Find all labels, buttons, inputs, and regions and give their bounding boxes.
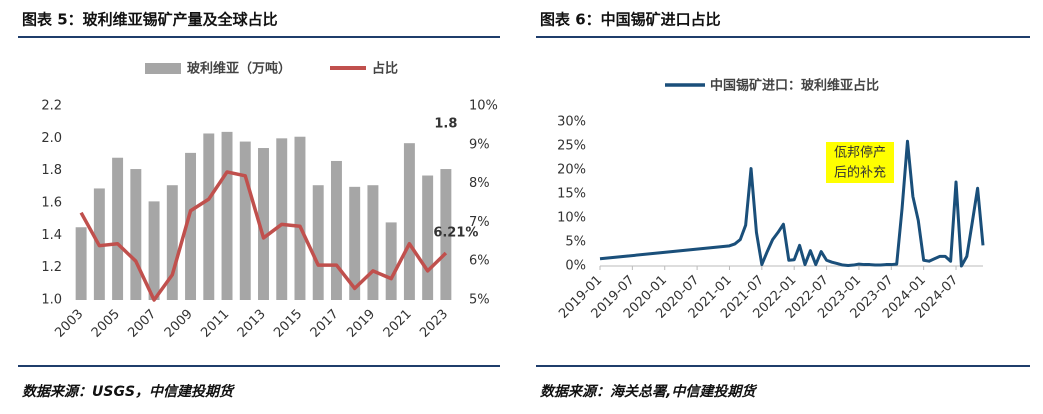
- data-label: 6.21%: [433, 226, 478, 241]
- bar: [403, 143, 415, 300]
- bar: [130, 169, 142, 300]
- y-tick-label: 2.0: [41, 131, 62, 146]
- source: 数据来源：USGS，中信建投期货: [22, 383, 235, 400]
- x-tick-label: 2011: [198, 307, 232, 341]
- x-tick-label: 2003: [52, 307, 86, 341]
- x-tick-label: 2015: [271, 307, 305, 341]
- annotation-box: [826, 142, 894, 183]
- line: [79, 170, 448, 302]
- annotation: 佤邦停产: [834, 145, 886, 161]
- line: [599, 139, 985, 268]
- x-tick-label: 2009: [162, 307, 196, 341]
- bar: [258, 148, 269, 300]
- legend-label: 占比: [372, 61, 398, 77]
- bar: [294, 136, 306, 300]
- bar: [148, 201, 160, 300]
- x-tick-label: 2007: [125, 307, 159, 341]
- y-tick-label: 9%: [469, 137, 490, 152]
- y-tick-label: 1.2: [41, 260, 62, 275]
- y-tick-label: 5%: [565, 235, 586, 250]
- x-tick-label: 2021: [381, 307, 415, 341]
- bar: [422, 175, 434, 300]
- bar: [440, 169, 452, 300]
- x-tick-label: 2005: [89, 307, 123, 341]
- bar: [349, 186, 361, 300]
- bar: [367, 185, 379, 300]
- source: 数据来源：海关总署,中信建投期货: [540, 383, 757, 400]
- y-tick-label: 30%: [557, 115, 586, 130]
- bar: [239, 141, 251, 300]
- x-tick-label: 2019: [344, 307, 378, 341]
- bar: [75, 227, 87, 300]
- y-tick-label: 1.4: [41, 228, 62, 243]
- y-tick-label: 1.0: [41, 293, 62, 308]
- legend-label: 中国锡矿进口：玻利维亚占比: [710, 78, 879, 94]
- bar: [203, 133, 215, 300]
- bar: [185, 152, 197, 300]
- bar: [166, 185, 178, 300]
- annotation: 后的补充: [834, 165, 886, 181]
- y-tick-label: 20%: [557, 163, 586, 178]
- y-tick-label: 25%: [557, 139, 586, 154]
- y-tick-label: 10%: [557, 211, 586, 226]
- chart-title: 图表 6：中国锡矿进口占比: [540, 11, 721, 29]
- y-tick-label: 6%: [469, 254, 490, 269]
- data-label: 1.8: [434, 117, 457, 132]
- y-tick-label: 2.2: [41, 99, 62, 114]
- y-tick-label: 1.8: [41, 163, 62, 178]
- y-tick-label: 15%: [557, 187, 586, 202]
- y-tick-label: 0%: [565, 259, 586, 274]
- y-tick-label: 8%: [469, 176, 490, 191]
- bar: [312, 185, 324, 300]
- y-tick-label: 10%: [469, 99, 498, 114]
- bar: [221, 131, 233, 300]
- bar: [330, 160, 342, 300]
- x-tick-label: 2017: [308, 307, 342, 341]
- y-tick-label: 7%: [469, 215, 490, 230]
- y-tick-label: 1.6: [41, 196, 62, 211]
- x-tick-label: 2023: [417, 307, 451, 341]
- bar: [276, 138, 288, 300]
- legend-label: 玻利维亚（万吨）: [187, 61, 291, 77]
- x-tick-label: 2013: [235, 307, 269, 341]
- legend-swatch: [145, 63, 181, 74]
- bar: [385, 222, 397, 300]
- bar: [112, 157, 124, 300]
- y-tick-label: 5%: [469, 293, 490, 308]
- chart-title: 图表 5：玻利维亚锡矿产量及全球占比: [22, 11, 278, 29]
